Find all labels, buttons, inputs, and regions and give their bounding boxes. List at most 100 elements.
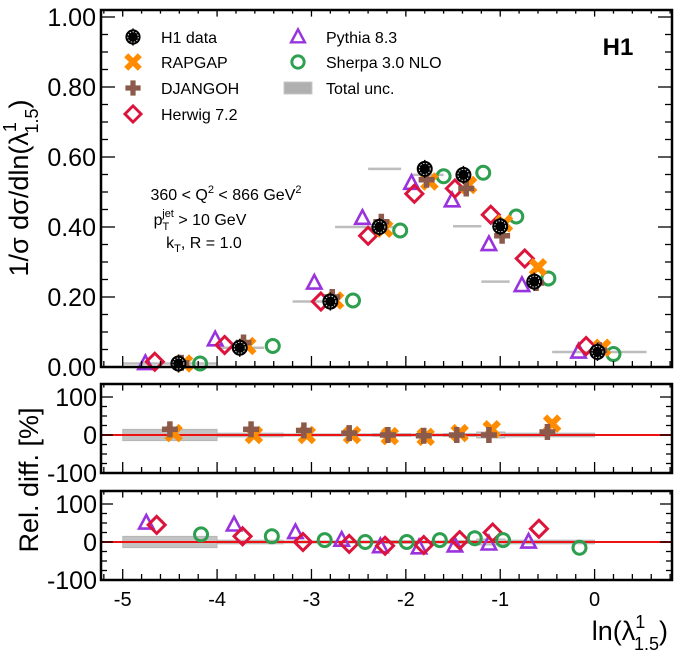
marker-cross-h [539, 429, 556, 435]
ratio-point-sherpa-3-0-nlo [431, 532, 448, 549]
point-sherpa-3-0-nlo [540, 270, 557, 287]
legend-marker [290, 54, 306, 70]
ratio-point-herwig-7-2 [449, 529, 471, 551]
ratio-point-herwig-7-2 [146, 514, 168, 536]
marker-cross-h [161, 426, 178, 433]
point-sherpa-3-0-nlo [392, 222, 409, 239]
ratio-point-pythia-8-3 [519, 531, 538, 549]
r2-x-ticks: -5 -4 -3 -2 -1 0 [103, 491, 671, 611]
r1-y-ticks: -100 0 100 [47, 384, 672, 488]
point-h1-data [455, 165, 472, 184]
ratio-point-pythia-8-3 [224, 514, 244, 532]
ratio-point-herwig-7-2 [482, 521, 504, 544]
x-tick-label: -1 [491, 589, 509, 611]
ratio-point-djangoh [295, 422, 312, 439]
ratio-point-djangoh [341, 425, 358, 442]
legend-item: Sherpa 3.0 NLO [290, 54, 442, 72]
y-tick-label: 1.00 [47, 4, 96, 32]
marker-cross-h [341, 430, 358, 436]
point-pythia-8-3 [442, 189, 462, 208]
legend-marker [125, 80, 141, 96]
marker-cross-h [494, 233, 511, 239]
ratio-panel-rapgap-djangoh: -100 0 100 [47, 382, 674, 488]
x-tick-label: 0 [589, 589, 600, 611]
y-tick-label: -100 [47, 567, 97, 595]
ratio-point-sherpa-3-0-nlo [357, 534, 374, 550]
marker-cross-h [448, 432, 465, 438]
x-tick-label: -5 [114, 589, 132, 611]
r1-data-points [161, 414, 562, 447]
point-herwig-7-2 [357, 225, 379, 247]
point-sherpa-3-0-nlo [435, 168, 452, 185]
r2-y-ticks: -100 0 100 [47, 491, 672, 595]
point-pythia-8-3 [205, 328, 225, 347]
legend: H1 data RAPGAP DJANGOH Herwig 7.2 Pythia 8.3… [122, 26, 442, 125]
main-data-points [135, 159, 622, 373]
point-h1-data [322, 292, 339, 311]
ratio-point-djangoh [480, 427, 497, 443]
ratio-point-herwig-7-2 [292, 531, 314, 553]
marker-cross-h [243, 426, 260, 433]
point-rapgap [528, 258, 548, 277]
y-tick-label: 0 [83, 422, 97, 450]
point-sherpa-3-0-nlo [475, 164, 492, 181]
marker-inner-ring [324, 295, 337, 308]
legend-item: Pythia 8.3 [289, 26, 397, 47]
main-panel: 0.00 0.20 0.40 0.60 0.80 1.00 1/σ dσ/dln(λ1 1.… [0, 4, 674, 382]
y-tick-label: 0.20 [47, 284, 96, 312]
ratio-panel-pythia-herwig-sherpa: -100 0 100 -5 -4 -3 -2 -1 0 [47, 489, 674, 611]
point-sherpa-3-0-nlo [192, 355, 209, 372]
annotation-jet-algo: kT, R = 1.0 [166, 235, 242, 255]
annotation-pt-cut: pTjet > 10 GeV [154, 208, 247, 233]
ratio-point-djangoh [448, 427, 465, 443]
point-djangoh [458, 180, 475, 197]
point-h1-data [526, 272, 543, 291]
main-y-ticks: 0.00 0.20 0.40 0.60 0.80 1.00 [47, 4, 672, 382]
ratio-point-djangoh [415, 427, 432, 444]
legend-marker [122, 103, 144, 125]
x-tick-label: -3 [303, 589, 321, 611]
point-herwig-7-2 [514, 247, 536, 270]
marker-cross-h [418, 177, 435, 183]
ratio-point-djangoh [539, 423, 556, 440]
ratio-point-pythia-8-3 [445, 535, 465, 553]
point-sherpa-3-0-nlo [264, 338, 281, 354]
ratio-point-djangoh [243, 421, 260, 438]
point-pythia-8-3 [512, 274, 532, 293]
experiment-label: H1 [603, 34, 634, 61]
y-tick-label: 0.40 [47, 214, 96, 242]
legend-item: DJANGOH [125, 80, 239, 98]
marker-inner-ring [172, 357, 185, 370]
point-herwig-7-2 [480, 204, 502, 226]
y-tick-label: -100 [47, 460, 97, 488]
legend-label: Sherpa 3.0 NLO [326, 55, 442, 72]
marker-cross-h [295, 427, 312, 434]
point-sherpa-3-0-nlo [344, 292, 361, 309]
legend-label: H1 data [161, 30, 217, 47]
point-djangoh [418, 171, 435, 188]
legend-item: H1 data [125, 28, 217, 47]
legend-label: Pythia 8.3 [326, 30, 397, 47]
y-tick-label: 100 [55, 491, 97, 519]
x-tick-label: -4 [208, 589, 226, 611]
y-tick-label: 0.80 [47, 74, 96, 102]
point-djangoh [494, 227, 511, 244]
marker-inner-ring [591, 346, 604, 358]
ratio-point-sherpa-3-0-nlo [316, 532, 333, 549]
ratio-point-herwig-7-2 [413, 534, 435, 556]
legend-item: Herwig 7.2 [122, 103, 238, 125]
r2-data-points [136, 512, 588, 557]
ratio-point-herwig-7-2 [374, 535, 396, 557]
marker-x-b [528, 258, 548, 277]
point-sherpa-3-0-nlo [508, 208, 525, 225]
legend-marker [289, 26, 307, 44]
legend-marker [125, 28, 141, 46]
ratio-point-djangoh [161, 421, 178, 438]
point-herwig-7-2 [144, 351, 166, 373]
marker-inner-ring [233, 341, 246, 354]
ratio-point-sherpa-3-0-nlo [398, 534, 415, 550]
ratio-y-axis-label: Rel. diff. [%] [14, 407, 44, 552]
legend-item: RAPGAP [124, 53, 228, 72]
marker-inner-ring [418, 162, 431, 175]
